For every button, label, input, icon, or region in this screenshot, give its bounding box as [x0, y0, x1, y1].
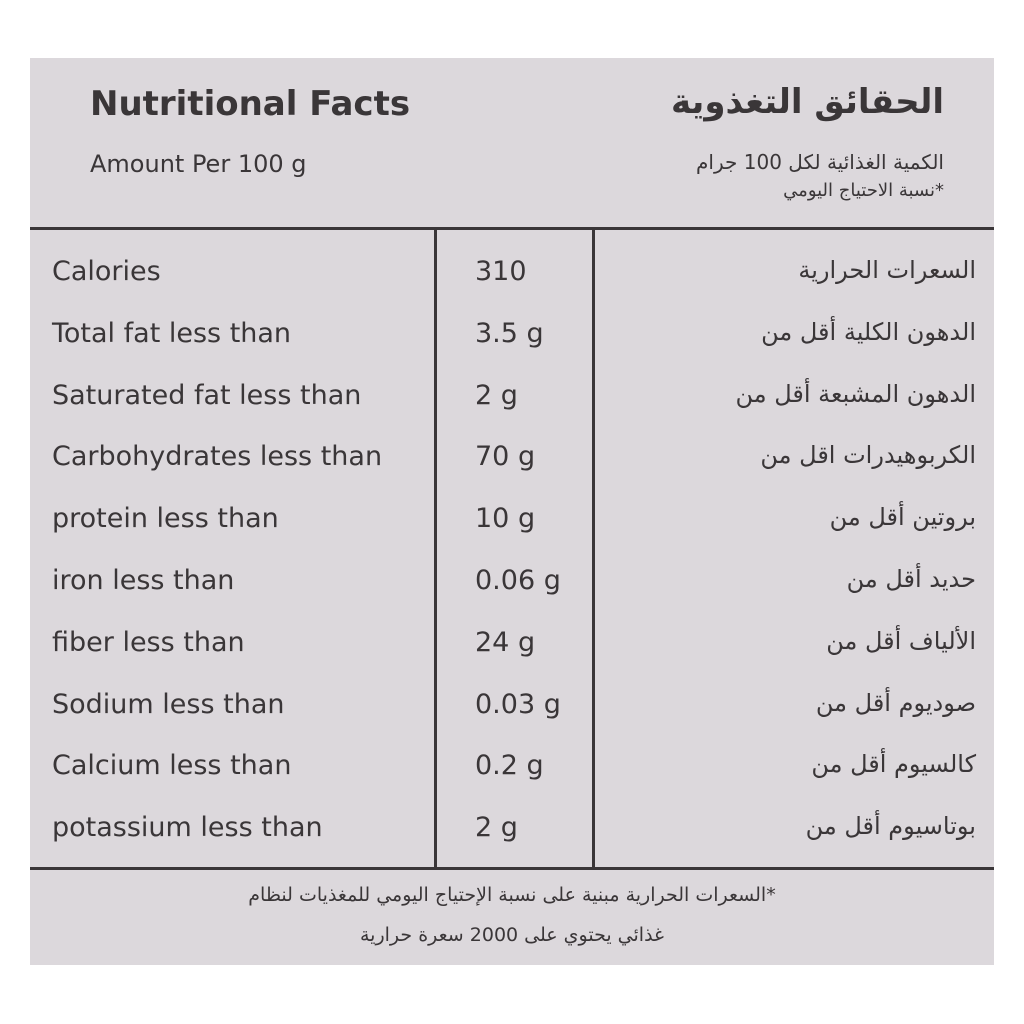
subtitle-en: Amount Per 100 g — [90, 150, 307, 178]
nutrient-en: Carbohydrates less than — [52, 441, 383, 473]
amount: 0.2 g — [475, 750, 544, 782]
nutrient-ar: الكربوهيدرات اقل من — [760, 441, 976, 470]
nutrient-en: Sodium less than — [52, 688, 285, 720]
column-line — [434, 230, 437, 870]
nutrient-ar: بوتاسيوم أقل من — [805, 812, 976, 841]
amount: 10 g — [475, 503, 536, 535]
nutrition-label: Nutritional Facts Amount Per 100 g الحقا… — [30, 58, 994, 965]
footer-line: غذائي يحتوي على 2000 سعرة حرارية — [360, 924, 664, 946]
amount: 2 g — [475, 379, 518, 411]
amount: 3.5 g — [475, 317, 544, 349]
nutrient-en: potassium less than — [52, 812, 323, 844]
nutrient-en: Saturated fat less than — [52, 379, 362, 411]
column-line — [592, 230, 595, 870]
nutrient-en: protein less than — [52, 503, 279, 535]
amount: 24 g — [475, 626, 536, 658]
divider — [30, 867, 994, 870]
amount: 70 g — [475, 441, 536, 473]
nutrient-en: Calories — [52, 256, 161, 287]
divider — [30, 227, 994, 230]
nutrient-ar: الدهون المشبعة أقل من — [735, 379, 976, 408]
footer-line: *السعرات الحرارية مبنية على نسبة الإحتيا… — [248, 884, 776, 906]
nutrient-ar: صوديوم أقل من — [815, 688, 976, 717]
nutrient-ar: السعرات الحرارية — [798, 256, 976, 284]
title-ar: الحقائق التغذوية — [670, 82, 944, 122]
nutrient-ar: حديد أقل من — [846, 565, 976, 593]
nutrient-en: iron less than — [52, 565, 235, 596]
nutrient-ar: الألياف أقل من — [826, 626, 976, 655]
nutrient-ar: كالسيوم أقل من — [811, 750, 976, 779]
note-ar: *نسبة الاحتياج اليومي — [783, 180, 944, 201]
title-en: Nutritional Facts — [90, 84, 411, 124]
subtitle-ar: الكمية الغذائية لكل 100 جرام — [696, 150, 944, 174]
amount: 2 g — [475, 812, 518, 844]
nutrient-en: fiber less than — [52, 626, 245, 658]
amount: 0.06 g — [475, 565, 561, 596]
amount: 0.03 g — [475, 688, 561, 720]
amount: 310 — [475, 256, 527, 287]
nutrient-en: Total fat less than — [52, 317, 292, 349]
nutrient-en: Calcium less than — [52, 750, 292, 782]
nutrient-ar: الدهون الكلية أقل من — [761, 317, 976, 346]
nutrient-ar: بروتين أقل من — [829, 503, 976, 532]
